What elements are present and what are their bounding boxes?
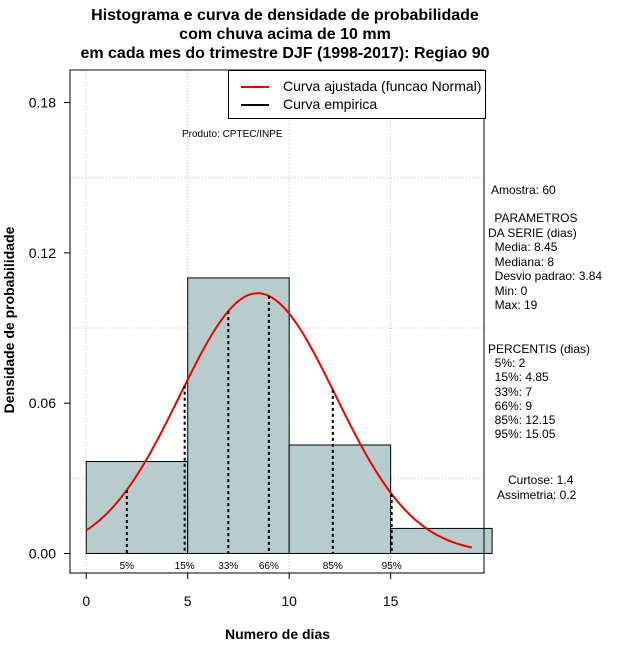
histogram-bar-4 — [390, 527, 493, 554]
stat-media: Media: 8.45 — [488, 240, 558, 254]
params-title-1: PARAMETROS — [491, 211, 578, 225]
chart-title-line-2: com chuva acima de 10 mm — [179, 26, 391, 43]
stat-desvio: Desvio padrao: 3.84 — [488, 269, 603, 283]
x-tick-label-5: 5 — [184, 593, 192, 609]
percentile-15: 15%: 4.85 — [488, 370, 549, 384]
x-tick-label-0: 0 — [82, 593, 90, 609]
histogram-bar-3 — [288, 444, 392, 554]
y-tick-label-3: 0.18 — [29, 95, 56, 111]
percentile-label-33%: 33% — [218, 561, 238, 572]
percentile-5: 5%: 2 — [488, 356, 526, 370]
legend-label-fitted: Curva ajustada (funcao Normal) — [283, 78, 482, 94]
percentile-label-5%: 5% — [120, 561, 135, 572]
legend-label-empirical: Curva empirica — [283, 96, 378, 112]
stat-curtose: Curtose: 1.4 — [508, 473, 574, 487]
stat-mediana: Mediana: 8 — [488, 255, 555, 269]
sample-size: Amostra: 60 — [491, 183, 556, 197]
normal-fit-curve — [85, 292, 473, 549]
y-tick-label-0: 0.00 — [29, 545, 56, 561]
percentile-label-66%: 66% — [259, 561, 279, 572]
y-tick-label-1: 0.06 — [29, 395, 56, 411]
chart-title-line-1: Histograma e curva de densidade de proba… — [91, 7, 479, 24]
x-tick-label-10: 10 — [281, 593, 297, 609]
y-tick-label-2: 0.12 — [29, 245, 56, 261]
percentile-85: 85%: 12.15 — [488, 413, 556, 427]
stat-min: Min: 0 — [488, 284, 528, 298]
histogram-bar-2 — [187, 277, 290, 554]
percentile-label-85%: 85% — [323, 561, 343, 572]
stat-assimetria: Assimetria: 0.2 — [497, 488, 577, 502]
percentile-95: 95%: 15.05 — [488, 427, 556, 441]
legend-item-fitted: Curva ajustada (funcao Normal) — [241, 78, 481, 94]
percentile-66: 66%: 9 — [488, 399, 533, 413]
legend-swatch-fitted — [241, 86, 269, 89]
y-axis-label: Densidade de probabilidade — [1, 226, 17, 414]
x-axis-label: Numero de dias — [224, 626, 331, 642]
params-title-2: DA SERIE (dias) — [488, 226, 577, 240]
percentis-title: PERCENTIS (dias) — [488, 342, 591, 356]
product-credit: Produto: CPTEC/INPE — [182, 129, 283, 140]
stat-max: Max: 19 — [488, 298, 538, 312]
legend: Curva ajustada (funcao Normal) Curva emp… — [228, 70, 486, 119]
chart-title-line-3: em cada mes do trimestre DJF (1998-2017)… — [80, 45, 490, 62]
percentile-label-95%: 95% — [382, 561, 402, 572]
legend-item-empirical: Curva empirica — [241, 96, 377, 112]
percentile-label-15%: 15% — [175, 561, 195, 572]
x-tick-label-15: 15 — [383, 593, 399, 609]
percentile-33: 33%: 7 — [488, 385, 533, 399]
legend-swatch-empirical — [241, 104, 269, 107]
